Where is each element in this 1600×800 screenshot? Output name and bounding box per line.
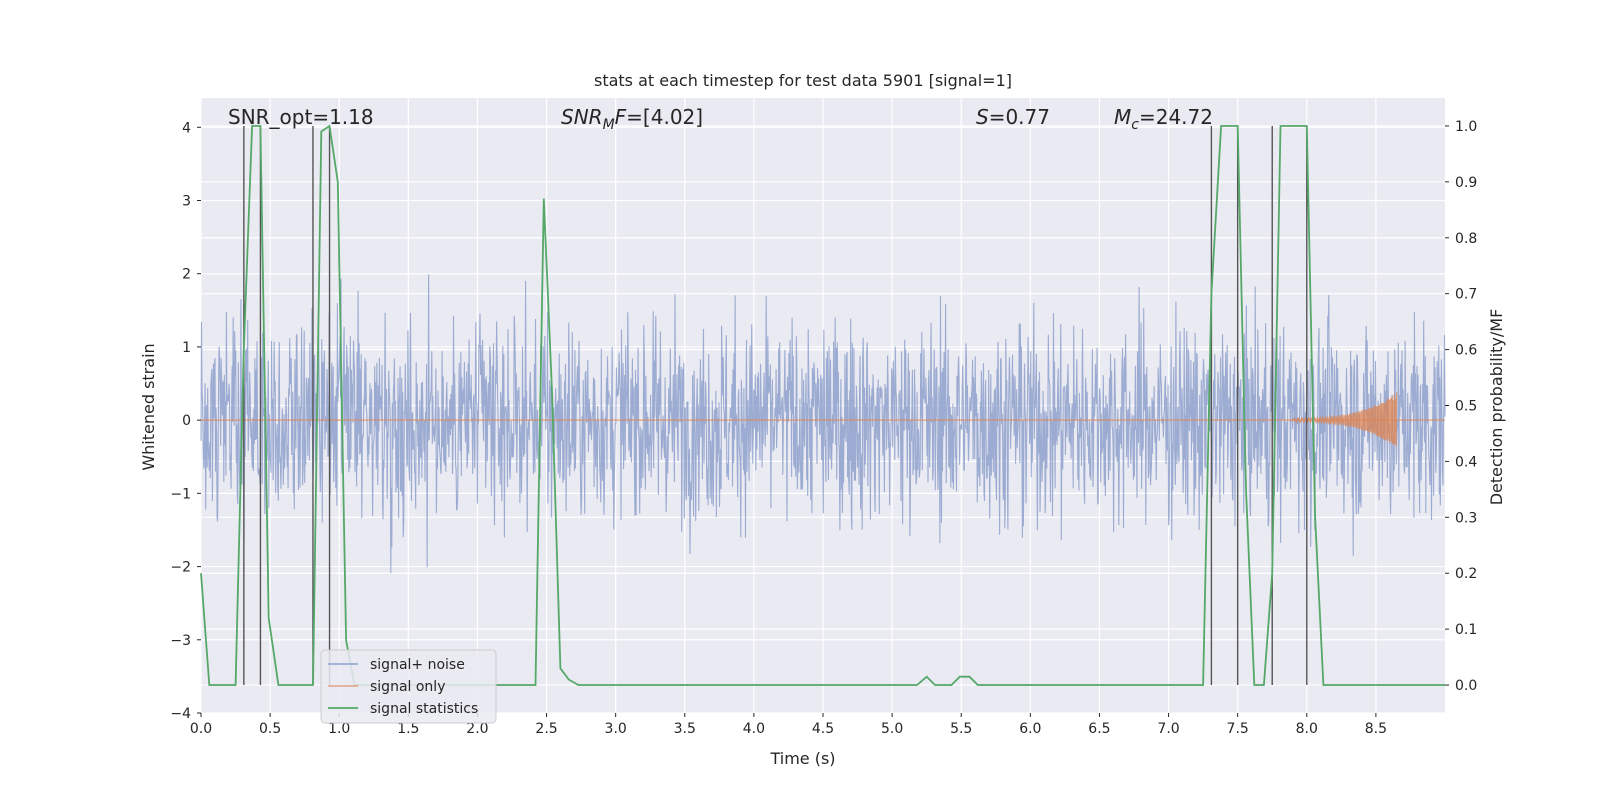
- y-tick-label: 0: [182, 413, 191, 429]
- x-tick-label: 5.0: [881, 721, 903, 737]
- x-tick-label: 7.5: [1227, 721, 1249, 737]
- x-tick-label: 6.5: [1088, 721, 1110, 737]
- y-tick-label: −4: [170, 706, 191, 722]
- y2-tick-label: 0.6: [1455, 343, 1477, 359]
- signal-chirp: [1292, 392, 1398, 447]
- vertical-marker-lines: [243, 125, 1308, 686]
- x-tick-label: 8.0: [1296, 721, 1318, 737]
- y-tick-label: −1: [170, 486, 191, 502]
- signal-statistics-series: [200, 124, 1445, 686]
- annotation-mc: Mc=24.72: [1114, 105, 1213, 133]
- y-tick-label: 2: [182, 267, 191, 283]
- axis-ticks: 0.0 0.5 1.0 1.5 2.0 2.5 3.0 3.5 4.0 4.5 5.0 5.5 6.0 6…: [170, 119, 1477, 737]
- y2-tick-label: 0.4: [1455, 454, 1477, 470]
- y-tick-label: 3: [182, 194, 191, 210]
- x-tick-label: 4.0: [743, 721, 765, 737]
- y2-tick-label: 0.9: [1455, 175, 1477, 191]
- x-tick-label: 1.5: [397, 721, 419, 737]
- x-tick-label: 1.0: [328, 721, 350, 737]
- legend-label-signal: signal only: [370, 679, 445, 695]
- x-tick-label: 2.5: [535, 721, 557, 737]
- x-axis-label: Time (s): [769, 749, 835, 768]
- x-tick-label: 7.0: [1157, 721, 1179, 737]
- x-tick-label: 4.5: [812, 721, 834, 737]
- x-tick-label: 3.5: [674, 721, 696, 737]
- y2-tick-label: 0.7: [1455, 287, 1477, 303]
- x-tick-label: 3.0: [605, 721, 627, 737]
- x-tick-label: 0.0: [190, 721, 212, 737]
- y2-tick-label: 0.3: [1455, 510, 1477, 526]
- legend-label-noise: signal+ noise: [370, 657, 465, 673]
- y2-axis-label: Detection probability/MF: [1487, 309, 1506, 506]
- legend-box: [320, 649, 497, 724]
- y2-tick-label: 0.5: [1455, 399, 1477, 415]
- y-tick-label: −3: [170, 633, 191, 649]
- x-tick-label: 6.0: [1019, 721, 1041, 737]
- annotation-snr-opt: SNR_opt=1.18: [228, 105, 374, 129]
- legend: signal+ noise signal only signal statist…: [320, 649, 497, 724]
- x-tick-label: 2.0: [466, 721, 488, 737]
- y-tick-label: −2: [170, 560, 191, 576]
- annotation-s: S=0.77: [976, 105, 1050, 129]
- y-tick-label: 4: [182, 120, 191, 136]
- x-tick-label: 0.5: [259, 721, 281, 737]
- y2-tick-label: 1.0: [1455, 119, 1477, 135]
- annotation-snr-mf: SNRMF=[4.02]: [561, 105, 703, 133]
- y-axis-label: Whitened strain: [139, 343, 158, 470]
- y2-tick-label: 0.8: [1455, 231, 1477, 247]
- x-tick-label: 8.5: [1365, 721, 1387, 737]
- x-tick-label: 5.5: [950, 721, 972, 737]
- y2-tick-label: 0.0: [1455, 678, 1477, 694]
- legend-label-stats: signal statistics: [370, 701, 478, 717]
- y2-tick-label: 0.1: [1455, 622, 1477, 638]
- y-tick-label: 1: [182, 340, 191, 356]
- chart-title: stats at each timestep for test data 590…: [594, 71, 1012, 90]
- y2-tick-label: 0.2: [1455, 566, 1477, 582]
- statistics-line: [200, 124, 1445, 686]
